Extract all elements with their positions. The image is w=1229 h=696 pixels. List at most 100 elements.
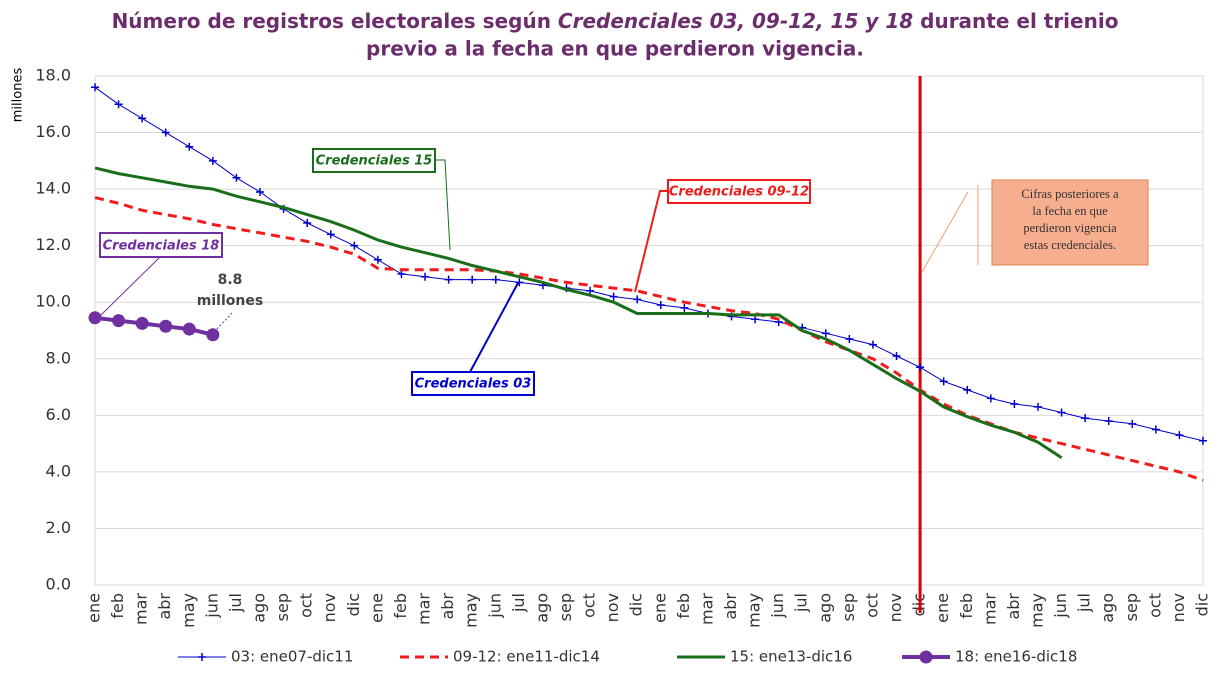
x-tick-label: sep — [839, 593, 858, 621]
x-tick-label: sep — [1122, 593, 1141, 621]
x-tick-label: dic — [344, 593, 363, 616]
note-text: perdieron vigencia — [1023, 221, 1117, 235]
y-tick-label: 0.0 — [46, 575, 71, 594]
point-marker — [633, 295, 642, 304]
y-tick-label: 12.0 — [35, 235, 71, 254]
point-marker — [1033, 402, 1042, 411]
x-tick-label: ene — [933, 593, 952, 623]
callout-box — [667, 179, 811, 204]
point-marker — [88, 311, 102, 325]
point-marker — [680, 303, 689, 312]
point-marker — [491, 275, 500, 284]
point-marker — [256, 187, 265, 196]
x-tick-label: abr — [1004, 593, 1023, 620]
callout-box — [312, 148, 436, 173]
y-tick-label: 16.0 — [35, 122, 71, 141]
x-tick-label: abr — [155, 593, 174, 620]
x-tick-label: mar — [697, 593, 716, 625]
point-marker — [1057, 408, 1066, 417]
callout-text: Credenciales 09-12 — [669, 185, 809, 200]
point-marker — [986, 394, 995, 403]
x-tick-label: jul — [226, 593, 245, 613]
y-axis-label: millones — [11, 68, 26, 123]
x-tick-label: nov — [886, 593, 905, 622]
point-marker — [845, 334, 854, 343]
point-marker — [751, 315, 760, 324]
x-tick-label: mar — [980, 593, 999, 625]
x-tick-label: sep — [273, 593, 292, 621]
x-tick-label: ene — [650, 593, 669, 623]
point-marker — [586, 286, 595, 295]
point-marker — [892, 351, 901, 360]
point-marker — [421, 272, 430, 281]
leader-line — [634, 190, 668, 293]
legend-label: 15: ene13-dic16 — [730, 648, 852, 666]
x-tick-label: ene — [367, 593, 386, 623]
point-marker — [114, 100, 123, 109]
chart-title: Número de registros electorales según Cr… — [112, 9, 1119, 33]
x-tick-label: nov — [1169, 593, 1188, 622]
legend-marker — [919, 650, 933, 664]
x-tick-label: jul — [792, 593, 811, 613]
x-tick-label: jul — [1075, 593, 1094, 613]
x-tick-label: jun — [768, 593, 787, 619]
point-marker — [1081, 414, 1090, 423]
x-tick-label: jun — [485, 593, 504, 619]
point-marker — [91, 83, 99, 92]
x-tick-label: feb — [674, 593, 693, 619]
x-tick-label: oct — [1145, 593, 1164, 618]
value-annotation: 8.8 — [218, 272, 243, 288]
point-marker — [185, 142, 194, 151]
y-tick-label: 18.0 — [35, 66, 71, 85]
x-tick-label: dic — [627, 593, 646, 616]
callout-box — [411, 371, 535, 396]
x-tick-label: mar — [132, 593, 151, 625]
point-marker — [609, 292, 618, 301]
x-tick-label: oct — [297, 593, 316, 618]
x-tick-label: abr — [438, 593, 457, 620]
x-tick-label: may — [1027, 593, 1046, 628]
x-tick-label: jun — [202, 593, 221, 619]
point-marker — [138, 114, 147, 123]
point-marker — [1128, 419, 1137, 428]
point-marker — [303, 219, 312, 228]
point-marker — [963, 385, 972, 394]
point-marker — [206, 328, 220, 342]
x-tick-label: mar — [415, 593, 434, 625]
y-tick-label: 4.0 — [46, 461, 71, 480]
point-marker — [656, 301, 665, 310]
x-tick-label: feb — [391, 593, 410, 619]
x-tick-label: ago — [1098, 593, 1117, 623]
leader-line — [213, 312, 233, 333]
point-marker — [939, 377, 948, 386]
point-marker — [821, 329, 830, 338]
point-marker — [868, 340, 877, 349]
note-text: la fecha en que — [1032, 204, 1108, 218]
x-tick-label: oct — [862, 593, 881, 618]
x-tick-label: ago — [532, 593, 551, 623]
x-tick-label: jul — [509, 593, 528, 613]
y-tick-label: 2.0 — [46, 518, 71, 537]
point-marker — [397, 269, 406, 278]
legend-label: 09-12: ene11-dic14 — [453, 648, 600, 666]
point-marker — [159, 319, 173, 333]
point-marker — [135, 316, 149, 330]
point-marker — [468, 275, 477, 284]
callout-text: Credenciales 15 — [316, 154, 433, 169]
point-marker — [182, 322, 196, 336]
y-tick-label: 10.0 — [35, 292, 71, 311]
point-marker — [112, 314, 126, 328]
leader-line — [469, 282, 519, 373]
series-line — [94, 166, 1063, 460]
point-marker — [1010, 400, 1019, 409]
point-marker — [232, 173, 241, 182]
x-tick-label: feb — [957, 593, 976, 619]
x-tick-label: nov — [603, 593, 622, 622]
legend-label: 18: ene16-dic18 — [955, 648, 1077, 666]
point-marker — [161, 128, 170, 137]
legend-label: 03: ene07-dic11 — [231, 648, 353, 666]
x-tick-label: may — [179, 593, 198, 628]
x-tick-label: ene — [85, 593, 104, 623]
callout-text: Credenciales 03 — [415, 377, 532, 392]
